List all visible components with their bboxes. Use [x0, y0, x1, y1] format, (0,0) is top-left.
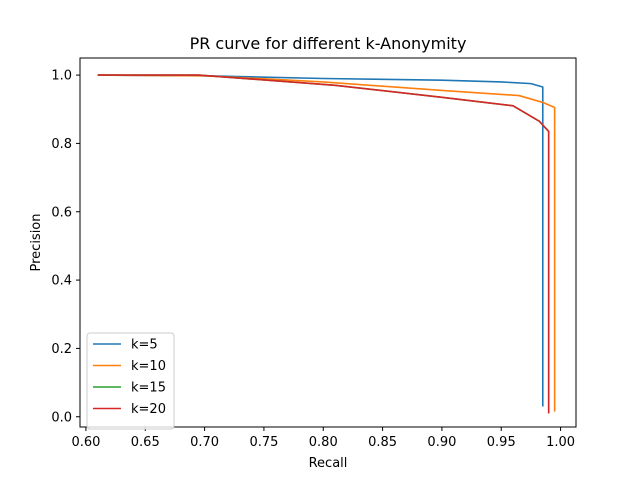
y-tick-label: 0.2 — [51, 342, 72, 357]
legend-box — [86, 332, 175, 430]
y-tick-label: 0.0 — [51, 410, 72, 425]
y-tick-label: 0.4 — [51, 274, 72, 289]
x-tick-label: 0.70 — [190, 435, 219, 450]
legend-label: k=5 — [131, 338, 158, 353]
series-line-4 — [97, 74, 550, 414]
y-axis-label: Precision — [29, 213, 44, 271]
x-tick-label: 0.80 — [309, 435, 338, 450]
x-tick-label: 0.90 — [427, 435, 456, 450]
y-tick-label: 0.6 — [51, 205, 72, 220]
x-tick-label: 1.00 — [546, 435, 575, 450]
y-axis: 0.0 0.2 0.4 0.6 0.8 1.0 — [51, 69, 80, 425]
series-line-1 — [97, 74, 544, 407]
plot-content — [97, 74, 556, 414]
x-tick-label: 0.85 — [368, 435, 397, 450]
legend-label: k=15 — [131, 381, 166, 396]
legend: k=5 k=10 k=15 k=20 — [86, 332, 175, 430]
x-tick-label: 0.95 — [487, 435, 516, 450]
y-tick-label: 0.8 — [51, 137, 72, 152]
chart-title: PR curve for different k-Anonymity — [190, 34, 467, 53]
x-tick-label: 0.75 — [249, 435, 278, 450]
legend-label: k=20 — [131, 402, 166, 417]
y-tick-label: 1.0 — [51, 69, 72, 84]
x-tick-label: 0.65 — [131, 435, 160, 450]
x-axis-label: Recall — [309, 456, 348, 471]
x-axis: 0.60 0.65 0.70 0.75 0.80 0.85 0.90 0.95 1.00 — [71, 427, 575, 450]
legend-label: k=10 — [131, 359, 166, 374]
plot-frame — [79, 57, 577, 428]
x-tick-label: 0.60 — [71, 435, 100, 450]
